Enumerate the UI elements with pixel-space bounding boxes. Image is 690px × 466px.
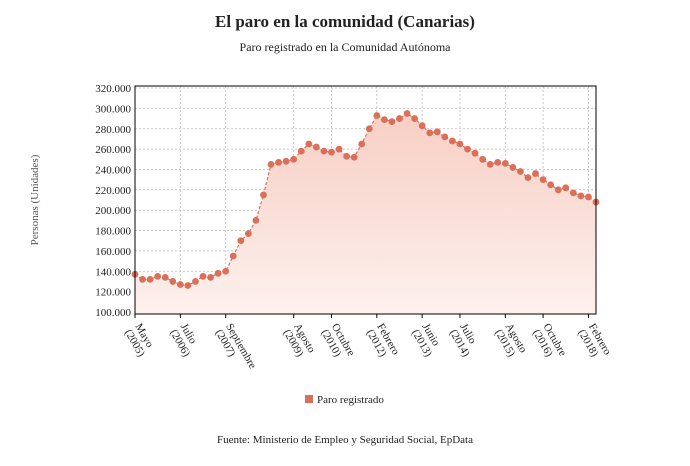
point xyxy=(290,155,298,163)
point xyxy=(312,143,320,151)
point xyxy=(418,122,426,130)
y-tick-label: 160.000 xyxy=(95,246,131,258)
y-tick-label: 280.000 xyxy=(95,124,131,136)
x-tick-label: Octubre (2010) xyxy=(319,322,359,367)
point xyxy=(569,189,577,197)
point xyxy=(441,133,449,141)
x-tick-label: Agosto (2015) xyxy=(492,322,530,364)
point xyxy=(426,129,434,137)
point xyxy=(176,281,184,288)
legend-marker xyxy=(305,395,313,403)
y-tick-label: 240.000 xyxy=(95,164,131,176)
point xyxy=(532,170,539,177)
y-tick-label: 300.000 xyxy=(95,103,131,115)
point xyxy=(350,153,358,161)
x-tick-label: Julio (2006) xyxy=(167,322,203,360)
plot-frame xyxy=(134,85,597,315)
point xyxy=(562,184,570,192)
y-tick-label: 320.000 xyxy=(95,83,131,95)
point xyxy=(297,147,305,155)
point xyxy=(396,115,403,122)
point xyxy=(456,140,464,148)
point xyxy=(146,275,154,283)
point xyxy=(244,230,252,237)
point xyxy=(139,275,146,283)
point xyxy=(585,193,592,201)
point xyxy=(577,192,585,200)
x-tick-label: Agosto (2009) xyxy=(281,322,319,364)
y-tick-label: 260.000 xyxy=(95,144,131,156)
x-tick-label: Octubre (2016) xyxy=(530,322,570,367)
point xyxy=(380,116,388,123)
point xyxy=(509,164,517,171)
x-tick-label: Julio (2014) xyxy=(447,322,483,360)
point xyxy=(479,155,487,163)
y-tick-label: 200.000 xyxy=(95,205,131,217)
y-axis-label: Personas (Unidades) xyxy=(29,154,41,245)
point xyxy=(471,149,479,157)
legend-label: Paro registrado xyxy=(317,394,384,406)
point xyxy=(335,145,343,153)
point xyxy=(433,128,441,136)
x-tick-label: Mayo (2005) xyxy=(122,322,158,360)
point xyxy=(192,278,199,285)
point xyxy=(267,160,275,168)
point xyxy=(229,252,237,260)
point xyxy=(373,112,381,119)
point xyxy=(214,269,222,277)
x-tick-label: Junio (2013) xyxy=(409,322,445,360)
y-tick-label: 100.000 xyxy=(95,307,131,319)
point xyxy=(554,186,562,194)
point xyxy=(343,152,351,160)
point xyxy=(547,181,555,189)
y-tick-label: 120.000 xyxy=(95,287,131,299)
point xyxy=(501,159,509,167)
point xyxy=(517,168,524,175)
chart-subtitle: Paro registrado en la Comunidad Autónoma xyxy=(240,40,452,54)
y-tick-label: 140.000 xyxy=(95,266,131,278)
point xyxy=(449,137,456,145)
point xyxy=(358,140,366,148)
point xyxy=(464,145,471,153)
source: Fuente: Ministerio de Empleo y Seguridad… xyxy=(217,434,473,446)
point xyxy=(252,216,260,224)
x-tick-label: Febrero (2018) xyxy=(575,322,614,366)
point xyxy=(154,272,162,280)
line xyxy=(134,112,597,287)
point xyxy=(282,157,290,165)
point xyxy=(184,282,192,289)
point xyxy=(320,147,328,155)
point xyxy=(207,273,214,281)
point xyxy=(305,140,313,148)
point xyxy=(486,160,494,168)
point xyxy=(161,273,169,281)
point xyxy=(199,272,207,280)
point xyxy=(539,176,547,184)
point xyxy=(494,158,502,166)
point xyxy=(222,267,230,275)
point xyxy=(260,191,267,199)
point xyxy=(403,110,411,117)
chart-title: El paro en la comunidad (Canarias) xyxy=(215,12,475,31)
point xyxy=(169,278,177,285)
x-tick-label: Febrero (2012) xyxy=(364,322,403,366)
y-tick-label: 180.000 xyxy=(95,226,131,238)
point xyxy=(275,158,282,166)
area xyxy=(135,113,596,314)
point xyxy=(237,237,245,245)
y-tick-label: 220.000 xyxy=(95,185,131,197)
point xyxy=(328,148,335,156)
x-tick-label: Septiembre (2007) xyxy=(213,322,260,380)
point xyxy=(411,115,419,122)
point xyxy=(388,118,396,126)
point xyxy=(524,174,532,182)
point xyxy=(365,125,373,133)
